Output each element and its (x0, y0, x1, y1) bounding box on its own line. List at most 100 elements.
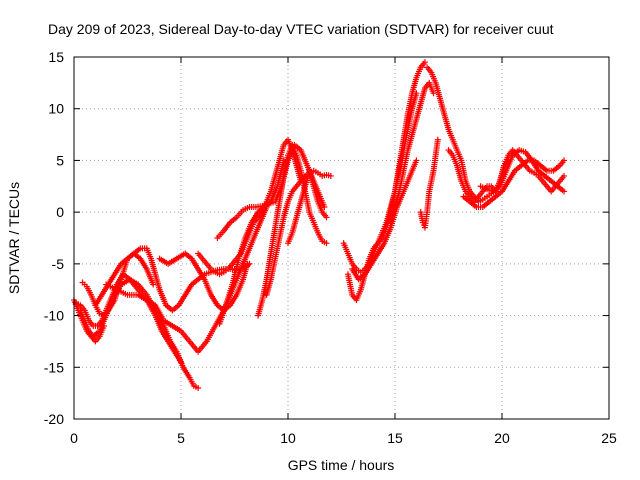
plot-area (71, 59, 568, 391)
data-point-run (97, 314, 109, 333)
data-point-run (99, 283, 111, 297)
data-point-run (423, 81, 431, 90)
data-point-run (119, 256, 129, 266)
y-tick-label: -5 (52, 256, 65, 272)
data-point-run (234, 278, 246, 296)
x-tick-label: 5 (177, 430, 185, 446)
data-point-run (255, 203, 264, 210)
series-arc-20 (445, 147, 568, 205)
data-point-run (144, 267, 156, 286)
data-point (323, 214, 330, 221)
data-point-run (84, 285, 94, 296)
data-point-run (203, 269, 212, 277)
y-tick-label: 5 (56, 152, 64, 168)
data-point-run (139, 245, 148, 252)
data-point-run (504, 154, 515, 172)
data-point-run (382, 226, 393, 245)
data-point-run (523, 164, 532, 173)
data-point (413, 90, 420, 97)
data-point (244, 260, 251, 267)
data-point-run (249, 210, 260, 224)
data-point-run (290, 143, 299, 157)
data-point-run (196, 252, 204, 260)
data-point-run (229, 266, 238, 273)
data-point-run (481, 200, 491, 209)
data-point (327, 172, 334, 179)
data-point-run (138, 257, 149, 271)
data-point-run (97, 324, 107, 338)
data-point-run (558, 174, 566, 183)
data-point-run (299, 174, 307, 183)
data-point-run (236, 237, 248, 260)
data-point-run (228, 293, 239, 307)
data-point-run (196, 267, 207, 281)
data-point-run (489, 185, 498, 193)
data-point-run (217, 304, 229, 325)
data-point-run (176, 293, 188, 307)
data-point-run (268, 185, 280, 203)
data-point-run (175, 251, 187, 261)
data-point-run (226, 262, 234, 271)
data-point-run (285, 190, 295, 203)
data-point-run (463, 180, 473, 193)
data-point-run (539, 163, 549, 173)
series-arc-18 (417, 136, 441, 231)
series-arc-16 (349, 157, 420, 283)
data-point-run (501, 154, 511, 167)
plot-frame (73, 56, 610, 420)
data-point (561, 188, 568, 195)
data-point-run (132, 246, 142, 256)
y-axis-label: SDTVAR / TECUs (6, 182, 22, 294)
data-point-run (157, 288, 169, 307)
data-point-run (518, 147, 527, 155)
data-point-run (196, 340, 209, 354)
grid (74, 57, 609, 419)
data-point-run (247, 226, 261, 250)
data-point (561, 172, 568, 179)
data-point-run (492, 184, 502, 194)
data-point-run (242, 205, 251, 213)
data-point-run (153, 309, 166, 327)
data-point-run (446, 128, 455, 141)
series-arc-15 (340, 90, 420, 276)
data-point-run (171, 323, 183, 334)
data-point-run (462, 194, 472, 204)
data-point-run (486, 187, 495, 194)
data-point-run (427, 81, 436, 95)
data-point-run (375, 231, 385, 245)
x-tick-label: 0 (70, 430, 78, 446)
data-point-run (105, 282, 118, 292)
data-point (413, 157, 420, 164)
x-tick-label: 20 (494, 430, 510, 446)
data-point-run (209, 293, 220, 307)
data-point-run (316, 231, 325, 243)
data-point-run (144, 247, 154, 260)
data-point-run (419, 60, 427, 69)
data-point-run (558, 159, 566, 167)
data-point-run (136, 283, 149, 297)
data-point-run (401, 174, 413, 193)
data-point-run (235, 266, 244, 273)
data-point-run (161, 324, 173, 343)
series-arc-21 (460, 157, 568, 210)
data-point-run (256, 210, 264, 219)
data-point-run (261, 201, 270, 209)
data-point-run (315, 200, 325, 214)
data-point-run (263, 252, 274, 281)
data-point-run (515, 153, 523, 162)
data-point-run (190, 277, 200, 287)
data-point-run (106, 298, 117, 312)
x-tick-label: 10 (280, 430, 296, 446)
data-point-run (166, 256, 179, 266)
y-tick-label: 15 (48, 49, 64, 65)
data-point-run (546, 167, 555, 174)
x-tick-label: 25 (601, 430, 617, 446)
data-point (150, 281, 157, 288)
data-point-run (354, 288, 363, 301)
data-point-run (479, 184, 488, 192)
data-point-run (243, 221, 254, 240)
data-point-run (320, 210, 329, 219)
series-arc-03 (77, 276, 202, 391)
